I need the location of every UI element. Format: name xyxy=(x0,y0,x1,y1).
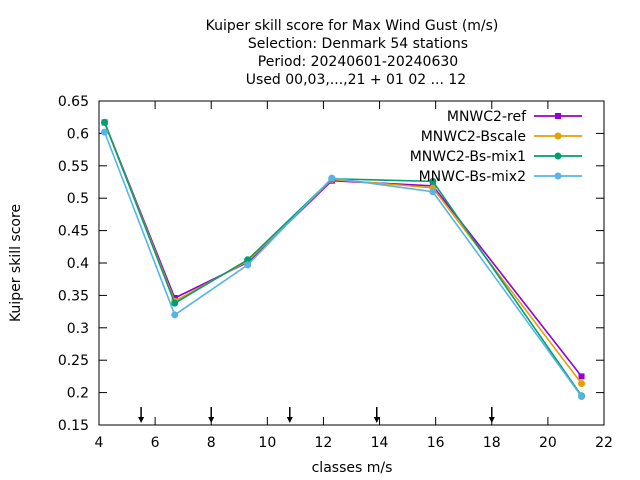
legend: MNWC2-ref MNWC2-Bscale MNWC2-Bs-mix1 MNWC-B… xyxy=(410,109,582,185)
data-point xyxy=(578,392,586,400)
legend-label: MNWC2-ref xyxy=(447,109,527,125)
y-tick-label: 0.15 xyxy=(58,418,89,434)
class-boundary-arrow xyxy=(373,407,380,423)
title-line: Period: 20240601-20240630 xyxy=(258,54,458,70)
x-tick-label: 22 xyxy=(595,435,613,451)
y-tick-label: 0.25 xyxy=(58,353,89,369)
x-tick-label: 8 xyxy=(207,435,216,451)
data-point xyxy=(554,152,562,160)
arrow-head xyxy=(138,417,145,423)
chart-title: Kuiper skill score for Max Wind Gust (m/… xyxy=(206,18,499,88)
y-tick-label: 0.2 xyxy=(67,386,89,402)
y-axis-label: Kuiper skill score xyxy=(8,204,24,322)
x-axis-label: classes m/s xyxy=(312,460,393,476)
title-line: Kuiper skill score for Max Wind Gust (m/… xyxy=(206,18,499,34)
plot-frame xyxy=(98,100,605,426)
title-line: Used 00,03,...,21 + 01 02 ... 12 xyxy=(246,72,466,88)
data-point xyxy=(244,261,252,269)
class-markers xyxy=(138,407,495,423)
arrow-head xyxy=(373,417,380,423)
series-line xyxy=(103,131,583,397)
legend-item: MNWC-Bs-mix2 xyxy=(419,169,582,185)
y-tick-label: 0.5 xyxy=(67,191,89,207)
data-point xyxy=(554,132,562,140)
legend-item: MNWC2-ref xyxy=(447,109,582,125)
data-point xyxy=(429,188,437,196)
y-tick-label: 0.65 xyxy=(58,94,89,110)
y-tick-label: 0.3 xyxy=(67,321,89,337)
class-boundary-arrow xyxy=(488,407,495,423)
x-tick-label: 16 xyxy=(427,435,445,451)
y-tick-label: 0.4 xyxy=(67,256,89,272)
arrow-head xyxy=(488,417,495,423)
legend-label: MNWC2-Bscale xyxy=(421,129,526,145)
series-line xyxy=(103,122,583,397)
class-boundary-arrow xyxy=(138,407,145,423)
x-tick-label: 12 xyxy=(315,435,333,451)
series-lines xyxy=(101,118,586,400)
data-point xyxy=(171,311,179,319)
x-tick-label: 18 xyxy=(483,435,501,451)
data-point xyxy=(101,128,109,136)
data-point xyxy=(578,380,586,388)
axis-ticks: 4 6 8 10 12 14 16 18 20 22 0.15 0.2 0.25 0.3 0.35 0.4 0.… xyxy=(58,94,613,451)
data-point xyxy=(328,174,336,182)
y-tick-label: 0.35 xyxy=(58,288,89,304)
x-tick-label: 4 xyxy=(95,435,104,451)
legend-label: MNWC-Bs-mix2 xyxy=(419,169,526,185)
title-line: Selection: Denmark 54 stations xyxy=(248,36,468,52)
data-point xyxy=(171,299,179,307)
x-tick-label: 20 xyxy=(539,435,557,451)
data-point xyxy=(555,113,561,119)
plot-border xyxy=(98,100,605,426)
y-tick-label: 0.45 xyxy=(58,224,89,240)
arrow-head xyxy=(208,417,215,423)
data-point xyxy=(101,118,109,126)
class-boundary-arrow xyxy=(208,407,215,423)
x-tick-label: 10 xyxy=(258,435,276,451)
data-point xyxy=(429,177,437,185)
y-tick-label: 0.55 xyxy=(58,159,89,175)
y-tick-label: 0.6 xyxy=(67,126,89,142)
data-point xyxy=(578,373,585,380)
legend-item: MNWC2-Bs-mix1 xyxy=(410,149,582,165)
arrow-head xyxy=(286,417,293,423)
class-boundary-arrow xyxy=(286,407,293,423)
x-tick-label: 6 xyxy=(151,435,160,451)
series-MNWC-Bs-mix2 xyxy=(101,128,586,400)
legend-label: MNWC2-Bs-mix1 xyxy=(410,149,526,165)
legend-item: MNWC2-Bscale xyxy=(421,129,582,145)
data-point xyxy=(244,256,252,264)
data-point xyxy=(554,172,562,180)
x-tick-label: 14 xyxy=(371,435,389,451)
y-axis-label-group: Kuiper skill score xyxy=(8,204,24,322)
